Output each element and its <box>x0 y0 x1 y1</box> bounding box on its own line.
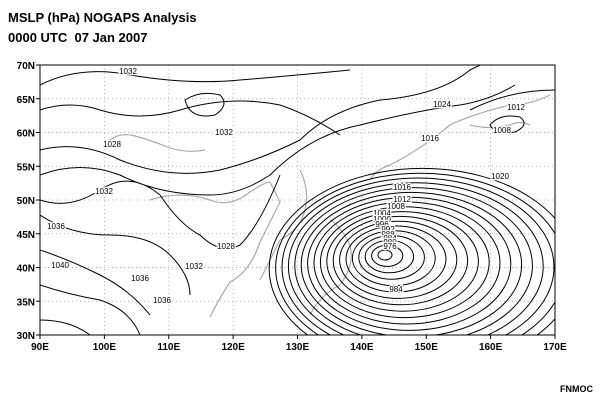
contour-label: 1032 <box>185 262 203 271</box>
isobar <box>339 220 458 299</box>
isobar <box>268 167 555 335</box>
contour-label: 1036 <box>131 274 149 283</box>
isobar <box>281 177 555 335</box>
contour-label: 1012 <box>507 103 525 112</box>
contour-label: 1036 <box>47 222 65 231</box>
x-tick-label: 110E <box>157 342 180 353</box>
x-tick-label: 150E <box>415 342 439 353</box>
isobar <box>377 249 393 261</box>
isobar <box>332 215 469 306</box>
title: MSLP (hPa) NOGAPS Analysis <box>8 10 197 25</box>
contour-label: 1032 <box>215 128 233 137</box>
isobar <box>294 187 533 335</box>
contour-label: 1012 <box>393 195 411 204</box>
contour-label: 1040 <box>51 261 69 270</box>
contour-label: 1000 <box>373 215 391 224</box>
y-tick-label: 50N <box>17 196 35 207</box>
contour-label: 1032 <box>95 187 113 196</box>
isobar <box>371 244 404 267</box>
contour-label: 1028 <box>217 242 235 251</box>
x-tick-label: 160E <box>479 342 503 353</box>
isobar <box>345 225 447 293</box>
y-tick-label: 40N <box>17 264 35 275</box>
contour-label: 980 <box>383 238 397 247</box>
y-tick-label: 60N <box>17 129 35 140</box>
y-tick-label: 55N <box>17 162 35 173</box>
x-tick-label: 100E <box>93 342 117 353</box>
x-tick-label: 120E <box>221 342 245 353</box>
contour-label: 1004 <box>373 209 391 218</box>
isobar <box>275 172 555 335</box>
contour-label: 1036 <box>153 296 171 305</box>
y-tick-label: 65N <box>17 95 35 106</box>
contour-label: 1020 <box>491 172 509 181</box>
map-layer <box>40 65 555 335</box>
isobar <box>307 196 512 331</box>
isobar <box>364 239 415 274</box>
isobar <box>351 230 436 287</box>
x-tick-label: 90E <box>31 342 49 353</box>
x-tick-label: 140E <box>350 342 374 353</box>
contour-labels: 1032 1024 1012 1032 1016 1008 1028 1016 1020 1032… <box>46 66 527 307</box>
isobar <box>313 201 501 325</box>
contour-label: 984 <box>383 234 397 243</box>
x-tick-label: 130E <box>286 342 310 353</box>
contour-label: 988 <box>381 230 395 239</box>
isobar <box>358 235 425 280</box>
subtitle: 0000 UTC 07 Jan 2007 <box>8 30 147 45</box>
low-center <box>268 167 555 335</box>
y-tick-label: 35N <box>17 297 35 308</box>
y-tick-label: 45N <box>17 230 35 241</box>
contour-label: 1016 <box>421 134 439 143</box>
isobar <box>326 211 479 312</box>
contour-label: 996 <box>375 220 389 229</box>
isobar <box>300 191 523 335</box>
y-tick-label: 30N <box>17 331 35 342</box>
isobar <box>287 182 544 335</box>
credit: FNMOC <box>560 384 593 394</box>
contour-label: 992 <box>381 225 395 234</box>
contour <box>40 65 555 335</box>
y-tick-label: 70N <box>17 61 35 72</box>
contour-label: 1008 <box>387 202 405 211</box>
contour-label: 1008 <box>493 126 511 135</box>
ticks: 90E 100E 110E 120E 130E 140E 150E 160E 170E 30N 35… <box>17 61 567 353</box>
contour-label: 1024 <box>433 100 451 109</box>
isobar <box>319 206 490 319</box>
x-tick-label: 170E <box>543 342 567 353</box>
contour-label: 1032 <box>119 67 137 76</box>
contour-label: 984 <box>389 285 403 294</box>
contour-label: 1028 <box>103 140 121 149</box>
contour-label: 976 <box>383 242 397 251</box>
contour-label: 1016 <box>393 183 411 192</box>
